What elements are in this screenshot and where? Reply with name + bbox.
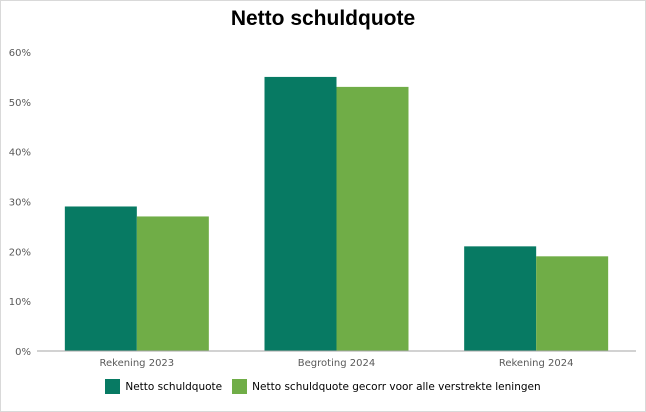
legend: Netto schuldquote Netto schuldquote geco… — [0, 379, 646, 394]
bar-netto-schuldquote — [264, 76, 337, 352]
legend-label-netto-schuldquote-gecorr: Netto schuldquote gecorr voor alle verst… — [252, 380, 541, 393]
bar-netto-schuldquote-gecorr — [336, 86, 409, 351]
legend-item-netto-schuldquote: Netto schuldquote — [105, 379, 222, 394]
y-tick-label: 40% — [9, 148, 31, 159]
y-tick-label: 0% — [15, 347, 31, 358]
y-tick-label: 10% — [9, 297, 31, 308]
legend-swatch-netto-schuldquote-gecorr — [232, 379, 248, 394]
bar-netto-schuldquote — [64, 206, 137, 351]
y-tick-label: 50% — [9, 98, 31, 109]
x-tick-label: Begroting 2024 — [298, 358, 375, 369]
bar-netto-schuldquote-gecorr — [536, 256, 609, 351]
bar-netto-schuldquote — [464, 246, 537, 351]
y-tick-label: 30% — [9, 198, 31, 209]
legend-label-netto-schuldquote: Netto schuldquote — [125, 380, 223, 393]
bar-netto-schuldquote-gecorr — [136, 216, 209, 351]
y-tick-label: 60% — [9, 48, 31, 59]
legend-item-netto-schuldquote-gecorr: Netto schuldquote gecorr voor alle verst… — [232, 379, 541, 394]
legend-swatch-netto-schuldquote — [105, 379, 121, 394]
y-tick-label: 20% — [9, 247, 31, 258]
x-tick-label: Rekening 2023 — [99, 358, 174, 369]
chart-title: Netto schuldquote — [230, 7, 416, 30]
x-tick-label: Rekening 2024 — [499, 358, 574, 369]
